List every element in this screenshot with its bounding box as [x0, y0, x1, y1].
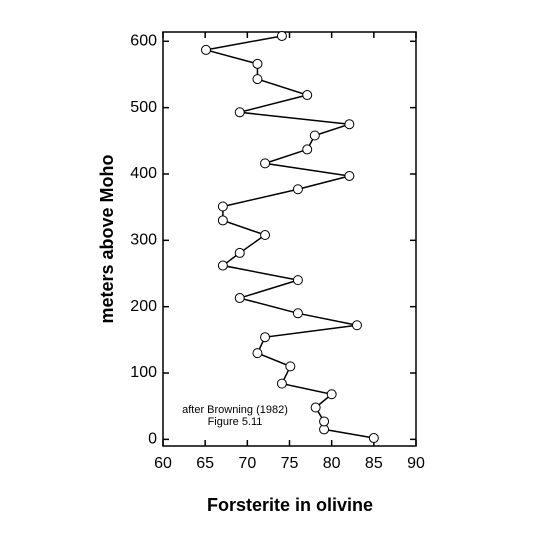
y-axis-title: meters above Moho — [97, 154, 117, 323]
data-point — [201, 44, 212, 55]
x-tick-label: 90 — [407, 455, 425, 472]
y-tick-label: 100 — [130, 364, 157, 381]
data-point — [292, 308, 303, 319]
data-point — [292, 184, 303, 195]
y-tick-label: 600 — [130, 33, 157, 50]
data-point — [252, 74, 263, 85]
annotation: Figure 5.11 — [208, 416, 263, 428]
data-point — [326, 389, 337, 400]
plot-frame — [162, 31, 417, 447]
data-point — [302, 90, 313, 101]
data-point — [344, 170, 355, 181]
data-point — [260, 332, 271, 343]
data-point — [310, 402, 321, 413]
data-point — [302, 144, 313, 155]
data-point — [252, 58, 263, 69]
data-point — [351, 320, 362, 331]
x-axis-title: Forsterite in olivine — [207, 495, 373, 515]
data-point — [217, 201, 228, 212]
y-tick-label: 400 — [130, 165, 157, 182]
data-point — [319, 416, 330, 427]
data-point — [234, 107, 245, 118]
x-tick-label: 80 — [323, 455, 341, 472]
data-point — [252, 348, 263, 359]
data-point — [292, 275, 303, 286]
data-point — [309, 130, 320, 141]
data-point — [276, 30, 287, 41]
x-tick-label: 85 — [365, 455, 383, 472]
data-point — [260, 158, 271, 169]
data-point — [285, 361, 296, 372]
data-point — [276, 378, 287, 389]
y-tick-label: 0 — [148, 431, 157, 448]
annotation: after Browning (1982) — [182, 404, 288, 416]
x-tick-label: 60 — [154, 455, 172, 472]
x-tick-label: 75 — [281, 455, 299, 472]
y-tick-label: 500 — [130, 99, 157, 116]
data-point — [234, 247, 245, 258]
data-point — [217, 215, 228, 226]
data-point — [234, 293, 245, 304]
y-tick-label: 200 — [130, 298, 157, 315]
x-tick-label: 65 — [196, 455, 214, 472]
data-line — [205, 35, 374, 439]
data-point — [344, 119, 355, 130]
x-tick-label: 70 — [238, 455, 256, 472]
data-point — [217, 260, 228, 271]
data-point — [368, 433, 379, 444]
data-point — [260, 230, 271, 241]
y-tick-label: 300 — [130, 232, 157, 249]
